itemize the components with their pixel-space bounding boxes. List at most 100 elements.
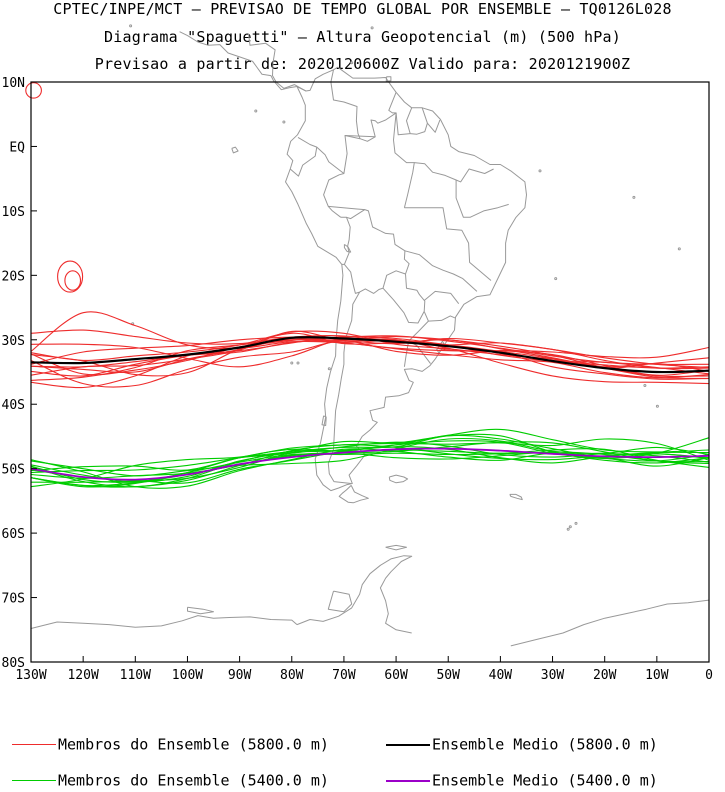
- member-5400-line-3: [30, 433, 710, 472]
- land-antarctic-coast-west: [30, 615, 298, 629]
- legend-item-mean-5400: Ensemble Medio (5400.0 m): [386, 771, 658, 791]
- land-border-argentina-brazil-uruguay: [408, 311, 431, 364]
- lon-label: 50W: [436, 668, 460, 683]
- member-5400-line-4: [30, 452, 710, 483]
- land-islet: [370, 26, 374, 30]
- land-south-america-coast: [285, 66, 527, 492]
- legend-item-mean-5800: Ensemble Medio (5800.0 m): [386, 735, 658, 755]
- land-islet: [538, 169, 542, 173]
- land-border-venezuela-guyana-brazil: [359, 92, 397, 142]
- lat-label: 40S: [2, 398, 25, 413]
- legend-item-members-5800: Membros do Ensemble (5800.0 m): [12, 735, 329, 755]
- land-islet: [677, 247, 681, 251]
- legend-swatch-mean-5800: [386, 743, 430, 746]
- land-south-shetland: [385, 544, 407, 551]
- land-border-brazil-bolivia: [344, 209, 410, 294]
- land-weddell-coast-east: [510, 599, 710, 647]
- lon-label: 120W: [67, 668, 98, 683]
- land-state-lines-brazil-3: [414, 162, 494, 183]
- members-5400-group: [30, 428, 710, 489]
- lat-label: 10S: [2, 205, 25, 220]
- lon-label: 90W: [228, 668, 252, 683]
- land-lake-titicaca: [343, 243, 352, 253]
- lon-label: 70W: [332, 668, 356, 683]
- map-frame: [30, 81, 710, 663]
- land-islet: [129, 24, 133, 28]
- lat-label: 60S: [2, 527, 25, 542]
- ensemble-mean-5800-line: [30, 336, 710, 374]
- land-border-guyanas: [406, 107, 428, 135]
- lat-label: 50S: [2, 463, 25, 478]
- lon-label: 60W: [384, 668, 408, 683]
- member-5800-closed-contour-3: [64, 270, 82, 291]
- land-islet: [554, 277, 558, 281]
- land-caribbean-coast: [248, 33, 307, 92]
- land-state-lines-brazil-7: [428, 315, 456, 322]
- members-5800-group: [25, 82, 710, 389]
- legend-swatch-members-5800: [12, 744, 56, 745]
- land-border-paraguay-argentina: [382, 287, 425, 324]
- member-5800-closed-contour-2: [57, 260, 84, 293]
- land-antarctic-peninsula: [296, 555, 413, 634]
- chart-title-line1: CPTEC/INPE/MCT – PREVISAO DE TEMPO GLOBA…: [53, 0, 672, 18]
- land-islet: [632, 195, 636, 199]
- land-border-chile-argentina: [327, 291, 361, 484]
- land-islet: [574, 521, 578, 525]
- land-islet: [327, 367, 331, 371]
- land-border-colombia-ecuador-peru: [297, 136, 345, 174]
- land-border-ecuador-peru: [289, 147, 318, 177]
- land-trinidad: [385, 76, 392, 82]
- lon-label: 30W: [541, 668, 565, 683]
- legend-swatch-mean-5400: [386, 779, 430, 782]
- legend-label-mean-5800: Ensemble Medio (5800.0 m): [432, 735, 658, 754]
- lon-label: 40W: [489, 668, 513, 683]
- lon-label: 130W: [15, 668, 46, 683]
- land-border-colombia-brazil-peru: [323, 135, 361, 218]
- land-outlines: [30, 24, 710, 647]
- chart-title-line2: Diagrama "Spaguetti" – Altura Geopotenci…: [104, 28, 621, 46]
- legend-item-members-5400: Membros do Ensemble (5400.0 m): [12, 771, 329, 791]
- legend-swatch-members-5400: [12, 780, 56, 781]
- ensemble-means-group: [30, 336, 710, 481]
- land-islet: [296, 361, 300, 365]
- land-border-peru-bolivia: [340, 216, 351, 265]
- lat-label: 80S: [2, 656, 25, 671]
- lon-label: 20W: [593, 668, 617, 683]
- land-islet: [282, 120, 286, 124]
- land-state-lines-brazil-5: [404, 250, 478, 292]
- land-islet: [350, 61, 354, 65]
- legend-label-members-5800: Membros do Ensemble (5800.0 m): [58, 735, 329, 754]
- land-central-america-coast: [179, 31, 298, 91]
- land-border-colombia-venezuela: [330, 69, 361, 139]
- land-south-georgia: [509, 493, 523, 501]
- land-state-lines-brazil-9: [344, 135, 376, 138]
- ensemble-mean-5400-line: [30, 447, 710, 481]
- land-border-brazil-paraguay: [405, 273, 426, 312]
- land-thurston-island: [187, 606, 214, 615]
- land-border-guyana-brazil: [395, 112, 411, 136]
- member-5800-closed-contour-1: [25, 82, 42, 99]
- member-5800-line-3: [30, 337, 710, 370]
- member-5800-line-13: [30, 336, 710, 385]
- land-islet: [290, 361, 294, 365]
- land-islet: [566, 527, 570, 531]
- lon-label: 10W: [645, 668, 669, 683]
- lat-label: 30S: [2, 334, 25, 349]
- chart-title-line3: Previsao a partir de: 2020120600Z Valido…: [94, 55, 631, 73]
- land-chiloe: [321, 415, 327, 426]
- member-5400-line-11: [30, 441, 710, 479]
- land-islet: [643, 384, 647, 387]
- land-state-lines-brazil-6: [423, 290, 460, 305]
- land-islet: [254, 109, 258, 113]
- land-state-lines-brazil-2: [404, 207, 492, 281]
- land-state-lines-brazil-4: [455, 180, 509, 218]
- land-falkland-islands: [388, 474, 409, 484]
- lat-label: EQ: [9, 140, 25, 155]
- lon-label: 110W: [120, 668, 151, 683]
- land-galapagos: [231, 146, 239, 154]
- lon-label: 100W: [172, 668, 203, 683]
- legend-label-mean-5400: Ensemble Medio (5400.0 m): [432, 771, 658, 790]
- legend-label-members-5400: Membros do Ensemble (5400.0 m): [58, 771, 329, 790]
